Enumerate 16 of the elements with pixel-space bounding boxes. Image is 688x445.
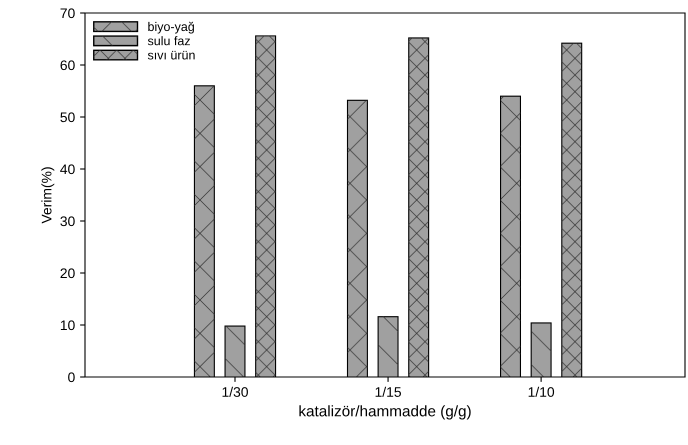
y-axis-title: Verim(%)	[41, 167, 54, 224]
x-axis-title: katalizör/hammadde (g/g)	[299, 405, 471, 420]
legend-label: sıvı ürün	[148, 50, 195, 60]
y-tick-label: 50	[60, 112, 75, 122]
y-tick-label: 40	[60, 164, 75, 174]
y-tick-label: 60	[60, 60, 75, 70]
y-tick-label: 20	[60, 268, 75, 278]
y-tick-label: 30	[60, 216, 75, 226]
x-tick-label: 1/15	[376, 386, 401, 397]
x-tick-label: 1/10	[528, 386, 554, 397]
y-tick-label: 10	[60, 320, 75, 330]
x-tick-label: 1/30	[222, 386, 248, 397]
y-tick-label: 0	[68, 372, 75, 382]
legend-label: sulu faz	[148, 36, 190, 46]
y-tick-label: 70	[60, 8, 75, 18]
legend-label: biyo-yağ	[148, 22, 194, 34]
